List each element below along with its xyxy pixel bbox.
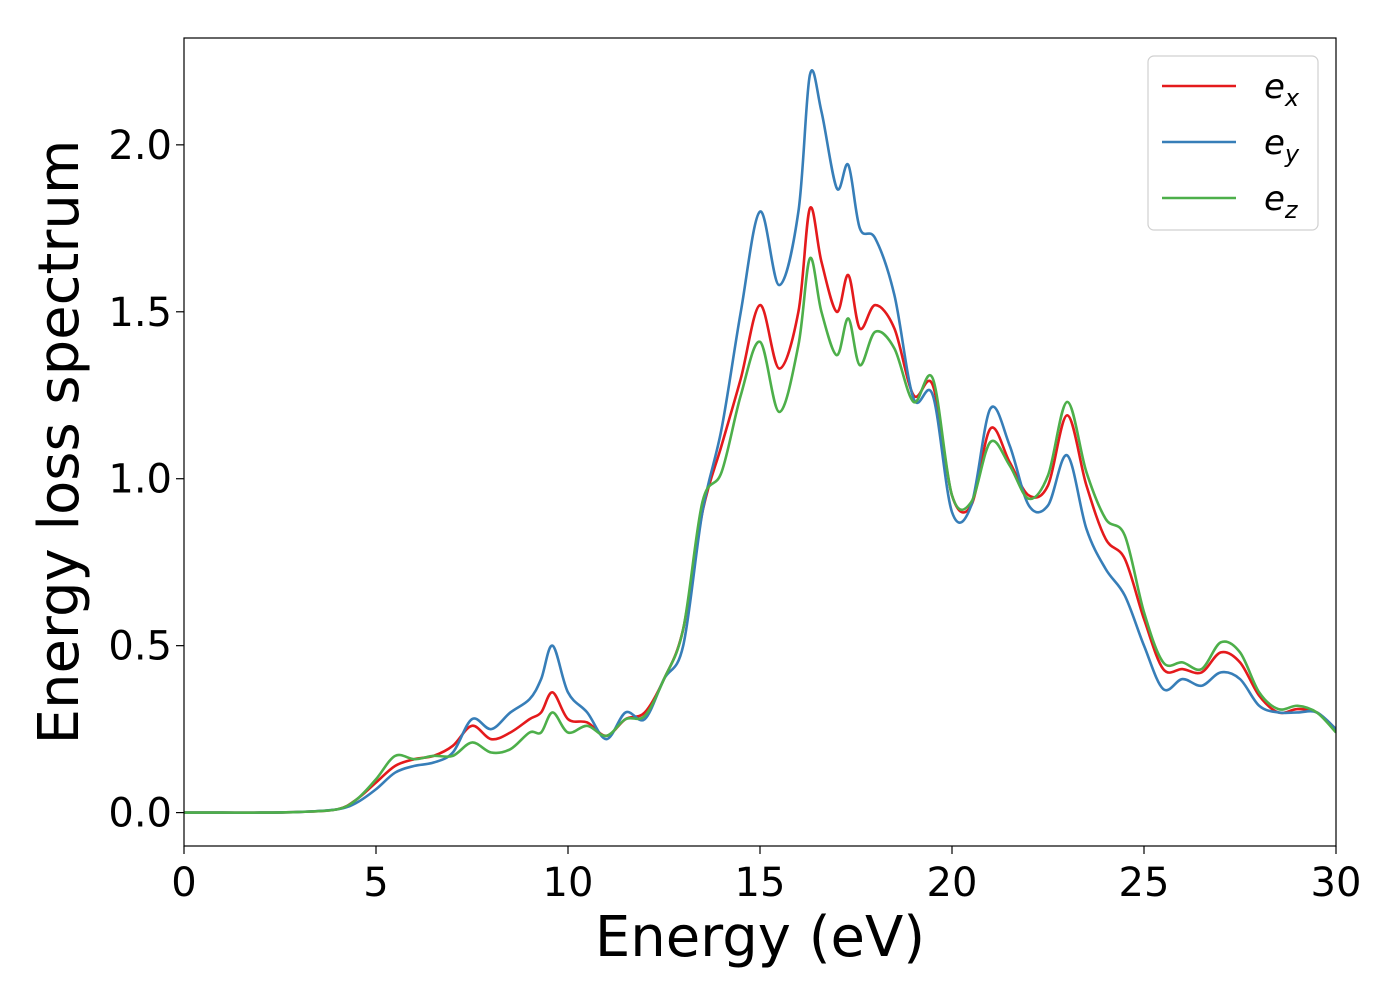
- y-axis: 0.0 0.5 1.0 1.5 2.0: [108, 123, 184, 837]
- y-tick-label: 2.0: [108, 123, 172, 169]
- legend-label-ez: ez: [1264, 179, 1299, 224]
- x-axis: 0 5 10 15 20 25 30: [171, 846, 1361, 906]
- y-tick-label: 0.5: [108, 624, 172, 670]
- series-line-ez: [184, 256, 1336, 814]
- y-tick-label: 1.0: [108, 457, 172, 503]
- x-tick-label: 5: [363, 860, 388, 906]
- x-tick-label: 10: [543, 860, 594, 906]
- x-tick-label: 25: [1119, 860, 1170, 906]
- x-axis-title: Energy (eV): [595, 905, 925, 970]
- y-tick-label: 0.0: [108, 791, 172, 837]
- x-tick-label: 15: [735, 860, 786, 906]
- series-line-ey: [184, 69, 1336, 814]
- series-line-ex: [184, 206, 1336, 814]
- x-tick-label: 30: [1311, 860, 1362, 906]
- x-tick-label: 0: [171, 860, 196, 906]
- x-tick-label: 20: [927, 860, 978, 906]
- y-axis-title: Energy loss spectrum: [27, 140, 92, 745]
- y-tick-label: 1.5: [108, 290, 172, 336]
